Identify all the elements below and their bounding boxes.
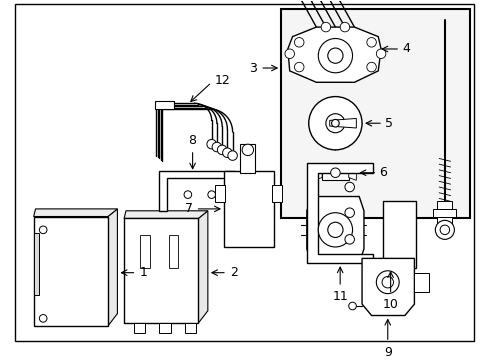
Text: 2: 2 [229,266,237,279]
Polygon shape [314,165,322,180]
Circle shape [242,144,253,156]
Circle shape [222,148,232,157]
Circle shape [344,182,354,192]
Text: 4: 4 [401,42,409,55]
Circle shape [217,145,226,155]
Circle shape [318,39,352,73]
Bar [382,201,415,268]
Circle shape [327,48,342,63]
Bar [413,273,428,292]
Polygon shape [329,118,356,128]
Circle shape [331,120,339,127]
Polygon shape [348,165,356,180]
Bar [281,9,468,219]
Circle shape [325,114,344,133]
Polygon shape [198,211,207,323]
Circle shape [344,208,354,217]
Circle shape [439,225,448,235]
Circle shape [327,222,342,238]
Text: 1: 1 [139,266,147,279]
Bar [159,323,170,333]
Bar [214,185,224,202]
Polygon shape [322,165,348,180]
Text: 8: 8 [188,134,196,147]
Circle shape [321,22,330,32]
Text: 11: 11 [332,290,347,303]
Polygon shape [108,209,117,326]
Polygon shape [306,197,363,263]
Circle shape [227,151,237,160]
Circle shape [434,220,453,239]
Polygon shape [34,209,117,216]
Circle shape [318,213,352,247]
Text: 12: 12 [214,74,230,87]
Circle shape [340,22,349,32]
Bar [436,216,451,224]
Text: 7: 7 [184,202,192,215]
Circle shape [308,96,361,150]
Circle shape [40,315,47,322]
Polygon shape [159,171,235,211]
Circle shape [366,62,376,72]
Bar [432,209,455,216]
Circle shape [376,271,398,294]
Circle shape [206,139,216,149]
Polygon shape [306,163,373,263]
Circle shape [376,49,385,59]
Circle shape [40,226,47,234]
Bar [124,219,198,323]
Polygon shape [124,211,207,219]
Circle shape [348,302,356,310]
Polygon shape [361,258,413,315]
Circle shape [212,142,221,152]
Text: 9: 9 [383,346,391,359]
Text: 5: 5 [384,117,392,130]
Bar [184,323,196,333]
Bar [34,233,40,294]
Circle shape [294,37,304,47]
Text: 10: 10 [382,298,398,311]
Bar [133,323,145,333]
Circle shape [344,235,354,244]
Circle shape [330,168,340,177]
Circle shape [381,276,393,288]
Bar [240,144,255,173]
Bar [271,185,282,202]
Circle shape [207,191,215,198]
Bar [140,235,149,268]
Bar [224,171,273,247]
Bar [34,216,108,326]
Polygon shape [287,27,380,82]
Bar [436,201,451,209]
Bar [168,235,178,268]
Text: 6: 6 [378,166,386,179]
Circle shape [183,191,191,198]
Circle shape [285,49,294,59]
Circle shape [366,37,376,47]
Bar [154,101,173,109]
Text: 3: 3 [249,62,257,75]
Circle shape [294,62,304,72]
